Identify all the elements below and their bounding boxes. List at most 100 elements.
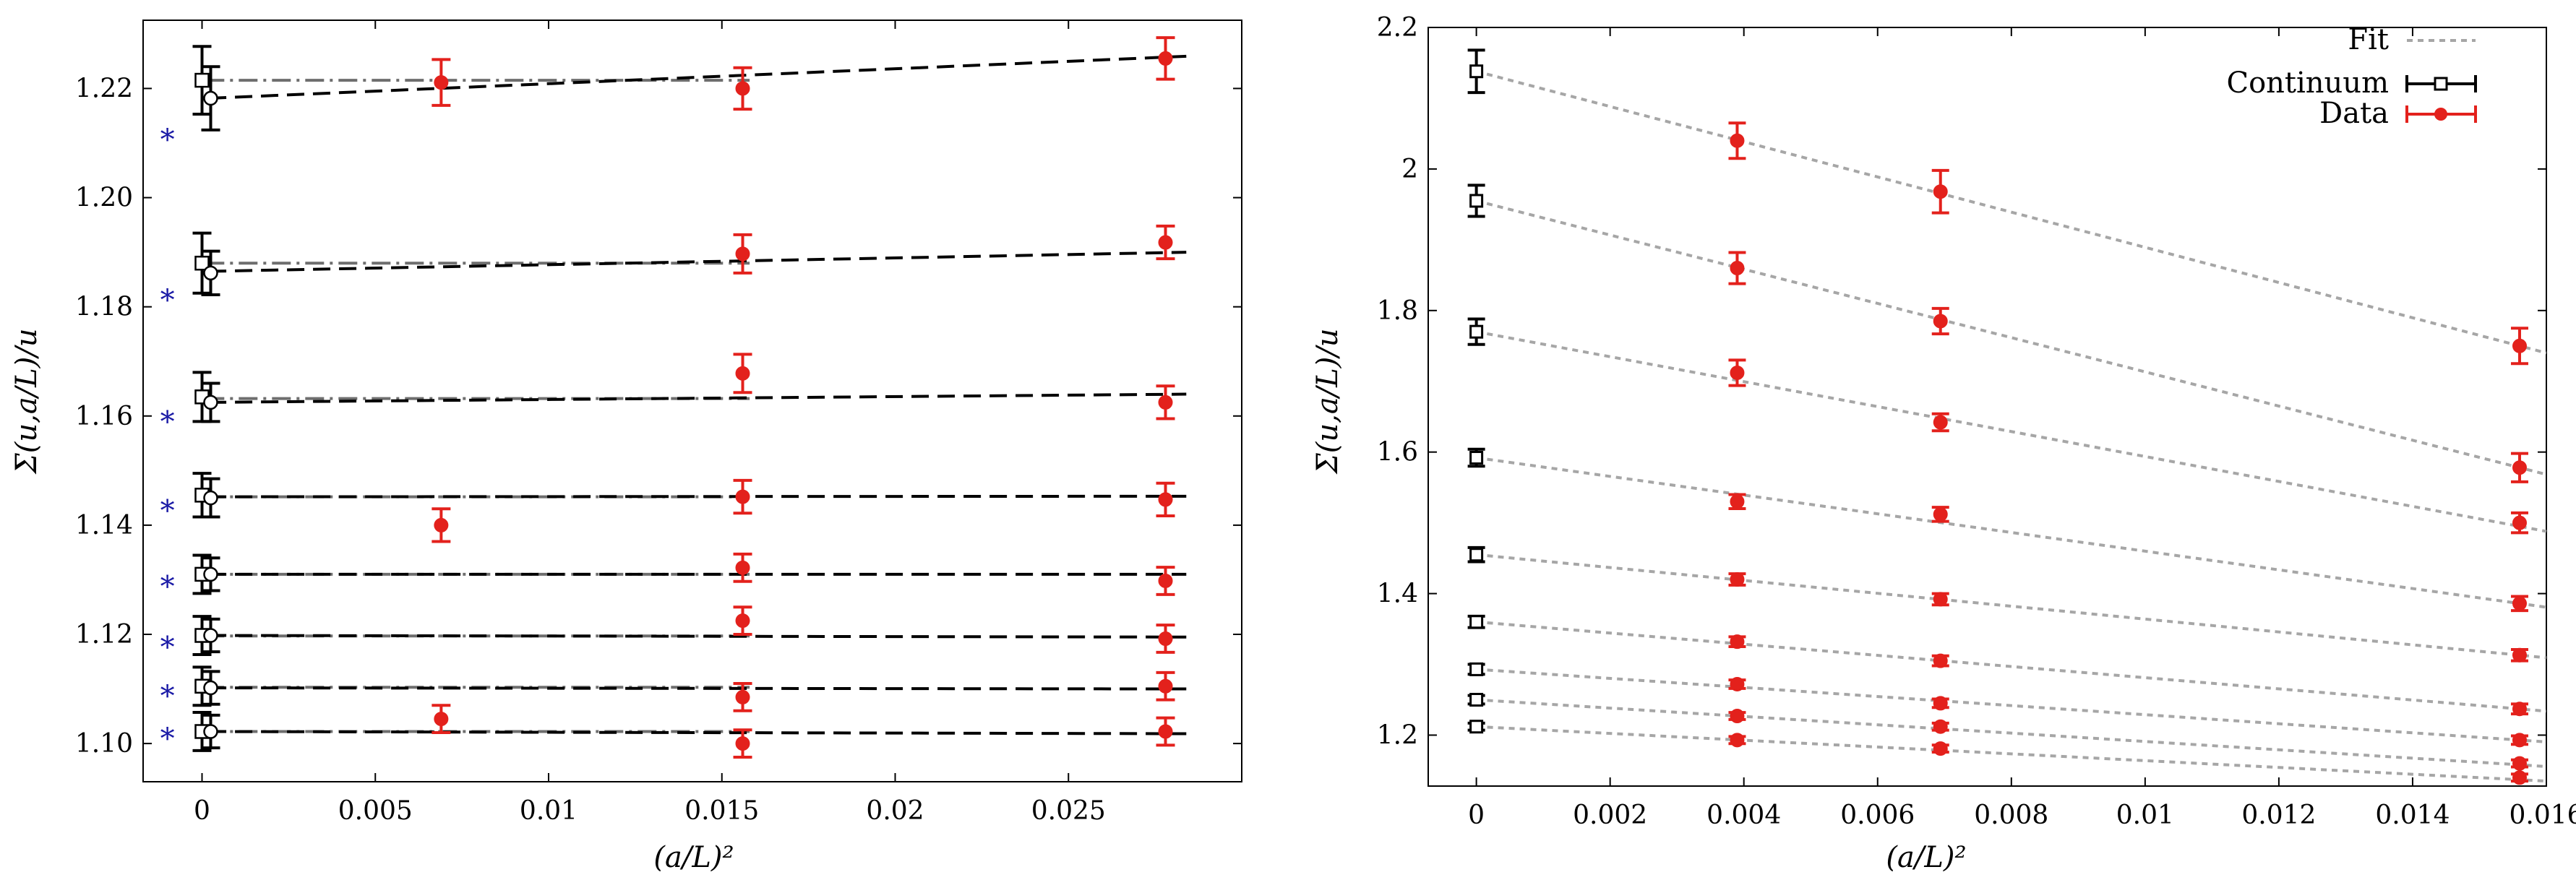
data-point-marker bbox=[1730, 133, 1745, 148]
legend: Fit Continuum Data bbox=[2226, 23, 2477, 130]
linear-fit-line bbox=[209, 634, 1187, 639]
data-point-marker bbox=[1730, 494, 1745, 509]
linear-fit-line bbox=[209, 494, 1187, 499]
star-marker: * bbox=[160, 406, 175, 439]
linear-fit-line bbox=[209, 251, 1187, 273]
right-xtick-label: 0.014 bbox=[2375, 801, 2450, 830]
right-y-axis-label: Σ(u,a/L)/u bbox=[1311, 328, 1344, 475]
left-xtick-label: 0.02 bbox=[866, 796, 924, 826]
data-point-marker bbox=[1730, 676, 1745, 691]
continuum-marker bbox=[1469, 548, 1484, 562]
data-point-marker bbox=[2512, 733, 2527, 748]
right-xtick-label: 0.008 bbox=[1974, 801, 2048, 830]
data-point-marker bbox=[735, 736, 750, 751]
data-point-marker bbox=[1730, 709, 1745, 724]
continuum-circle-marker bbox=[203, 490, 218, 506]
data-point-marker bbox=[735, 81, 750, 96]
data-point-marker bbox=[1730, 261, 1745, 276]
right-ytick-label: 1.6 bbox=[1377, 438, 1418, 467]
continuum-marker bbox=[1469, 720, 1484, 734]
data-point-marker bbox=[1730, 733, 1745, 748]
data-point-marker bbox=[2512, 515, 2527, 530]
fit-line bbox=[1476, 725, 2547, 783]
left-ytick-label: 1.18 bbox=[75, 293, 133, 322]
data-point-marker bbox=[434, 712, 449, 727]
data-point-marker bbox=[2512, 647, 2527, 663]
left-ytick-label: 1.16 bbox=[75, 402, 133, 431]
left-xtick-label: 0.005 bbox=[338, 796, 413, 826]
linear-fit-line bbox=[209, 54, 1187, 100]
continuum-circle-marker bbox=[203, 724, 218, 739]
data-point-marker bbox=[1933, 415, 1948, 430]
data-point-marker bbox=[2512, 338, 2527, 353]
star-marker: * bbox=[160, 571, 175, 604]
right-xtick-label: 0.012 bbox=[2241, 801, 2316, 830]
linear-fit-line bbox=[209, 686, 1187, 691]
right-plot: 0 0.002 0.004 0.006 0.008 0.01 0.012 0.014 0.016… bbox=[1377, 13, 2576, 830]
fit-line bbox=[1476, 199, 2547, 476]
left-ytick-label: 1.12 bbox=[75, 620, 133, 650]
right-ytick-label: 1.2 bbox=[1377, 720, 1418, 750]
data-point-marker bbox=[735, 366, 750, 381]
data-point-marker bbox=[2512, 770, 2527, 785]
data-point-marker bbox=[735, 246, 750, 262]
right-ytick-label: 1.8 bbox=[1377, 296, 1418, 326]
continuum-circle-marker bbox=[203, 566, 218, 582]
right-x-axis-label: (a/L)² bbox=[1886, 841, 1966, 874]
right-frame bbox=[1427, 27, 2547, 787]
data-point-marker bbox=[1933, 653, 1948, 668]
fit-line bbox=[1476, 330, 2547, 533]
data-point-marker bbox=[434, 517, 449, 532]
left-x-axis-label: (a/L)² bbox=[653, 841, 734, 874]
data-point-marker bbox=[1933, 184, 1948, 199]
continuum-circle-marker bbox=[203, 680, 218, 696]
data-point-marker bbox=[1158, 724, 1173, 739]
data-point-marker bbox=[434, 75, 449, 90]
left-xtick-label: 0.015 bbox=[684, 796, 759, 826]
star-marker: * bbox=[160, 631, 175, 665]
continuum-square-marker bbox=[194, 255, 210, 271]
legend-label-continuum: Continuum bbox=[2226, 66, 2389, 100]
continuum-circle-marker bbox=[203, 90, 218, 106]
data-point-marker bbox=[1933, 719, 1948, 734]
linear-fit-line bbox=[209, 392, 1187, 404]
data-point-marker bbox=[1158, 678, 1173, 694]
linear-fit-line bbox=[209, 730, 1187, 735]
data-point-marker bbox=[1730, 571, 1745, 587]
star-marker: * bbox=[160, 680, 175, 713]
data-point-marker bbox=[1933, 314, 1948, 329]
left-ytick-label: 1.14 bbox=[75, 511, 133, 540]
data-point-marker bbox=[1158, 573, 1173, 588]
right-ytick-label: 2.2 bbox=[1377, 13, 1418, 43]
left-plot: 0 0.005 0.01 0.015 0.02 0.025 1.10 1.12 1.14 1.16… bbox=[75, 20, 1242, 826]
left-xtick-label: 0.025 bbox=[1031, 796, 1106, 826]
left-y-axis-label: Σ(u,a/L)/u bbox=[10, 328, 43, 475]
data-point-marker bbox=[1158, 492, 1173, 507]
data-point-marker bbox=[1158, 394, 1173, 410]
legend-sample-continuum-marker bbox=[2434, 77, 2448, 91]
continuum-square-marker bbox=[194, 72, 210, 88]
star-marker: * bbox=[160, 722, 175, 756]
data-point-marker bbox=[1730, 634, 1745, 650]
continuum-marker bbox=[1469, 693, 1484, 707]
data-point-marker bbox=[1730, 365, 1745, 380]
data-point-marker bbox=[1933, 696, 1948, 711]
right-xtick-label: 0 bbox=[1468, 801, 1485, 830]
right-xtick-label: 0.006 bbox=[1840, 801, 1915, 830]
left-xtick-label: 0 bbox=[194, 796, 210, 826]
right-ytick-label: 1.4 bbox=[1377, 579, 1418, 609]
right-xtick-label: 0.01 bbox=[2116, 801, 2174, 830]
continuum-marker bbox=[1469, 615, 1484, 629]
continuum-marker bbox=[1469, 451, 1484, 465]
data-point-marker bbox=[735, 689, 750, 704]
left-ytick-label: 1.10 bbox=[75, 729, 133, 759]
data-point-marker bbox=[2512, 596, 2527, 611]
legend-label-data: Data bbox=[2319, 97, 2389, 130]
left-ytick-label: 1.22 bbox=[75, 74, 133, 103]
left-frame bbox=[142, 20, 1242, 782]
legend-sample-data-marker bbox=[2434, 108, 2447, 121]
fit-line bbox=[1476, 69, 2547, 355]
data-point-marker bbox=[1933, 741, 1948, 756]
data-point-marker bbox=[1158, 235, 1173, 250]
